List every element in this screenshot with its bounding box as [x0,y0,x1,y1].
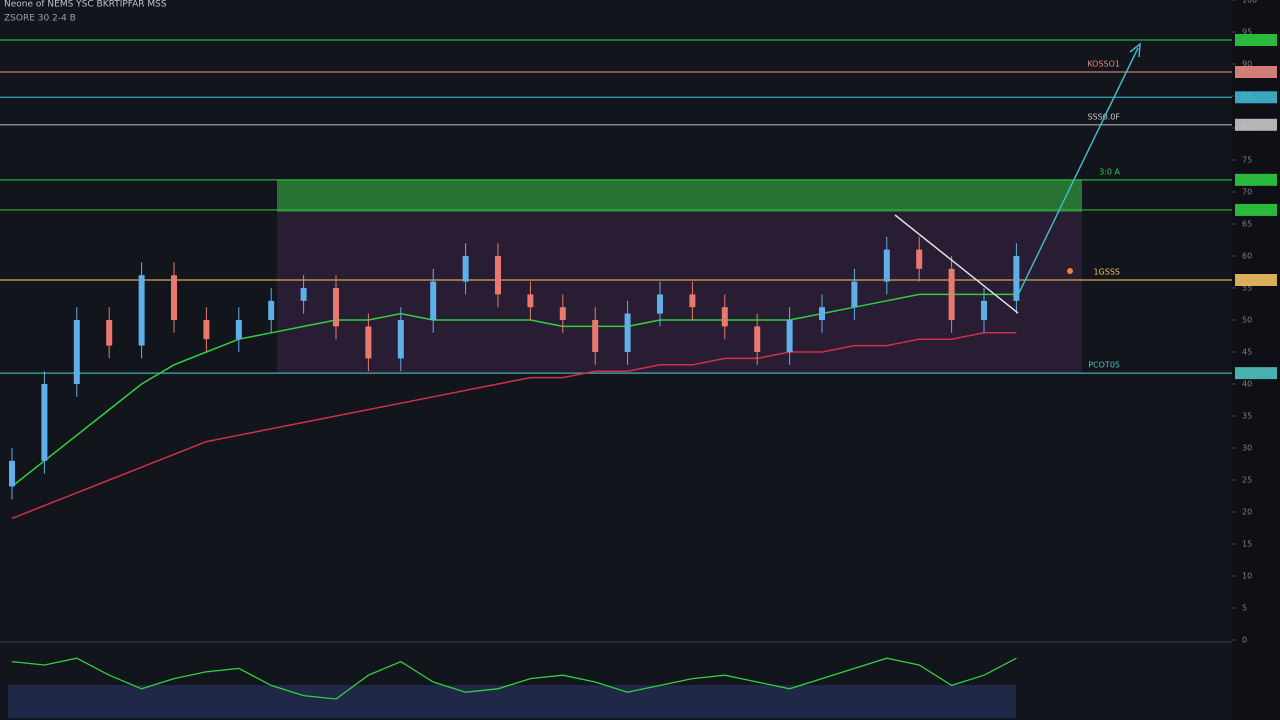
candle-body [73,320,80,384]
oscillator-line [11,657,1017,700]
y-tick-label: 30 [1242,444,1252,453]
candle-body [981,300,987,320]
y-tick-label: 55 [1242,284,1252,293]
y-tick-label: 65 [1242,220,1252,229]
candle-body [721,307,728,327]
supply-zone [277,179,1082,212]
candle-body [397,320,404,359]
candle-body [819,307,825,320]
candle-body [948,268,955,320]
candle-body [851,281,858,308]
price-tag [1235,91,1277,104]
candle-body [883,249,890,282]
candle-body [495,256,501,295]
candle-body [559,307,566,320]
moving-average [11,332,1017,520]
level-label: 1GSSS [1093,268,1120,277]
price-tag [1235,274,1277,286]
price-tag [1235,118,1277,131]
candle-body [916,249,923,269]
y-tick-label: 5 [1242,604,1247,613]
candle-body [754,326,761,352]
level-label: KOSSO1 [1087,60,1120,69]
level-label: PCOT05 [1088,361,1120,370]
candle-body [624,313,631,352]
price-tag [1235,367,1277,380]
y-tick-label: 15 [1242,540,1252,549]
y-tick-label: 70 [1242,188,1252,197]
y-tick-label: 0 [1242,636,1247,645]
y-tick-label: 10 [1242,572,1252,581]
marker-dot [1067,268,1073,274]
candle-body [333,288,339,327]
candle-body [786,320,793,352]
y-tick-label: 100 [1242,0,1257,5]
y-tick-label: 25 [1242,476,1252,485]
oscillator-band [8,685,1016,718]
moving-average [11,293,1017,487]
y-tick-label: 20 [1242,508,1252,517]
candle-body [689,294,696,308]
chart-title: Neone of NEMS YSC BKRTIPFAR MSS [4,0,167,10]
price-tag [1235,34,1277,46]
y-tick-label: 35 [1242,412,1252,421]
y-tick-label: 45 [1242,348,1252,357]
y-tick-label: 90 [1242,60,1252,69]
range-box [277,211,1082,374]
candle-body [1013,256,1020,301]
candle-body [592,320,599,352]
candle-body [462,256,469,282]
price-tag [1235,173,1277,186]
trend-line [894,214,1019,314]
candle-body [235,320,242,340]
candle-body [365,326,372,359]
y-tick-label: 75 [1242,156,1252,165]
candle-body [300,288,307,301]
candle-body [138,275,145,346]
candle-body [41,384,48,461]
price-axis-panel [1232,0,1280,720]
level-label: 3:0 A [1099,167,1120,176]
candle-body [106,320,113,346]
price-tag [1235,66,1277,78]
candle-body [527,294,534,308]
candle-body [657,294,663,314]
projection-arrow [1017,47,1139,296]
candle-body [171,275,177,320]
y-tick-label: 60 [1242,252,1252,261]
y-tick-label: 50 [1242,316,1252,325]
candle-body [203,320,210,340]
price-tag [1235,203,1277,216]
arrow-head [1129,42,1141,58]
candle-body [430,281,437,320]
chart-subtitle: ZSORE 30 2-4 B [4,14,76,24]
candle-body [9,460,15,487]
y-tick-label: 95 [1242,28,1252,37]
candle-body [268,300,275,320]
y-tick-label: 40 [1242,380,1252,389]
